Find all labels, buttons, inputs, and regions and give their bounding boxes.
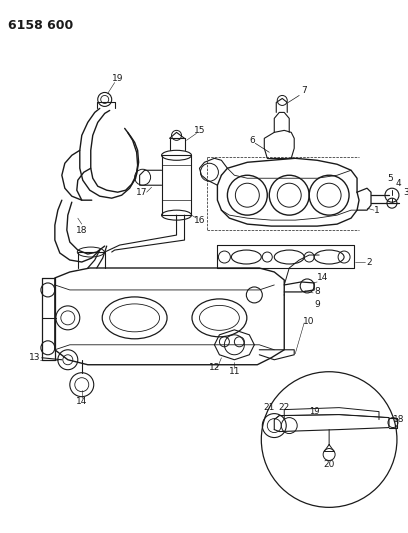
- Text: 22: 22: [279, 403, 290, 412]
- Text: 10: 10: [304, 317, 315, 326]
- Text: 12: 12: [209, 363, 220, 372]
- Text: 14: 14: [76, 397, 87, 406]
- Text: 19: 19: [309, 407, 319, 416]
- Text: 13: 13: [29, 353, 41, 362]
- Text: 7: 7: [302, 86, 307, 95]
- Text: 9: 9: [314, 301, 320, 309]
- Text: 6: 6: [249, 136, 255, 145]
- Text: 18: 18: [76, 225, 88, 235]
- Text: 18: 18: [393, 415, 405, 424]
- Text: 8: 8: [314, 287, 320, 296]
- Text: 6158 600: 6158 600: [8, 19, 73, 31]
- Text: 3: 3: [403, 188, 408, 197]
- Text: 11: 11: [228, 367, 240, 376]
- Text: 19: 19: [112, 74, 124, 83]
- Text: 16: 16: [194, 216, 205, 224]
- Text: 14: 14: [317, 273, 328, 282]
- Text: 15: 15: [194, 126, 205, 135]
- Text: 20: 20: [324, 460, 335, 469]
- Text: 17: 17: [136, 188, 147, 197]
- Text: 5: 5: [387, 174, 393, 183]
- Text: 4: 4: [395, 179, 401, 188]
- Text: 1: 1: [374, 206, 380, 215]
- Text: 2: 2: [366, 257, 372, 266]
- Text: 21: 21: [264, 403, 275, 412]
